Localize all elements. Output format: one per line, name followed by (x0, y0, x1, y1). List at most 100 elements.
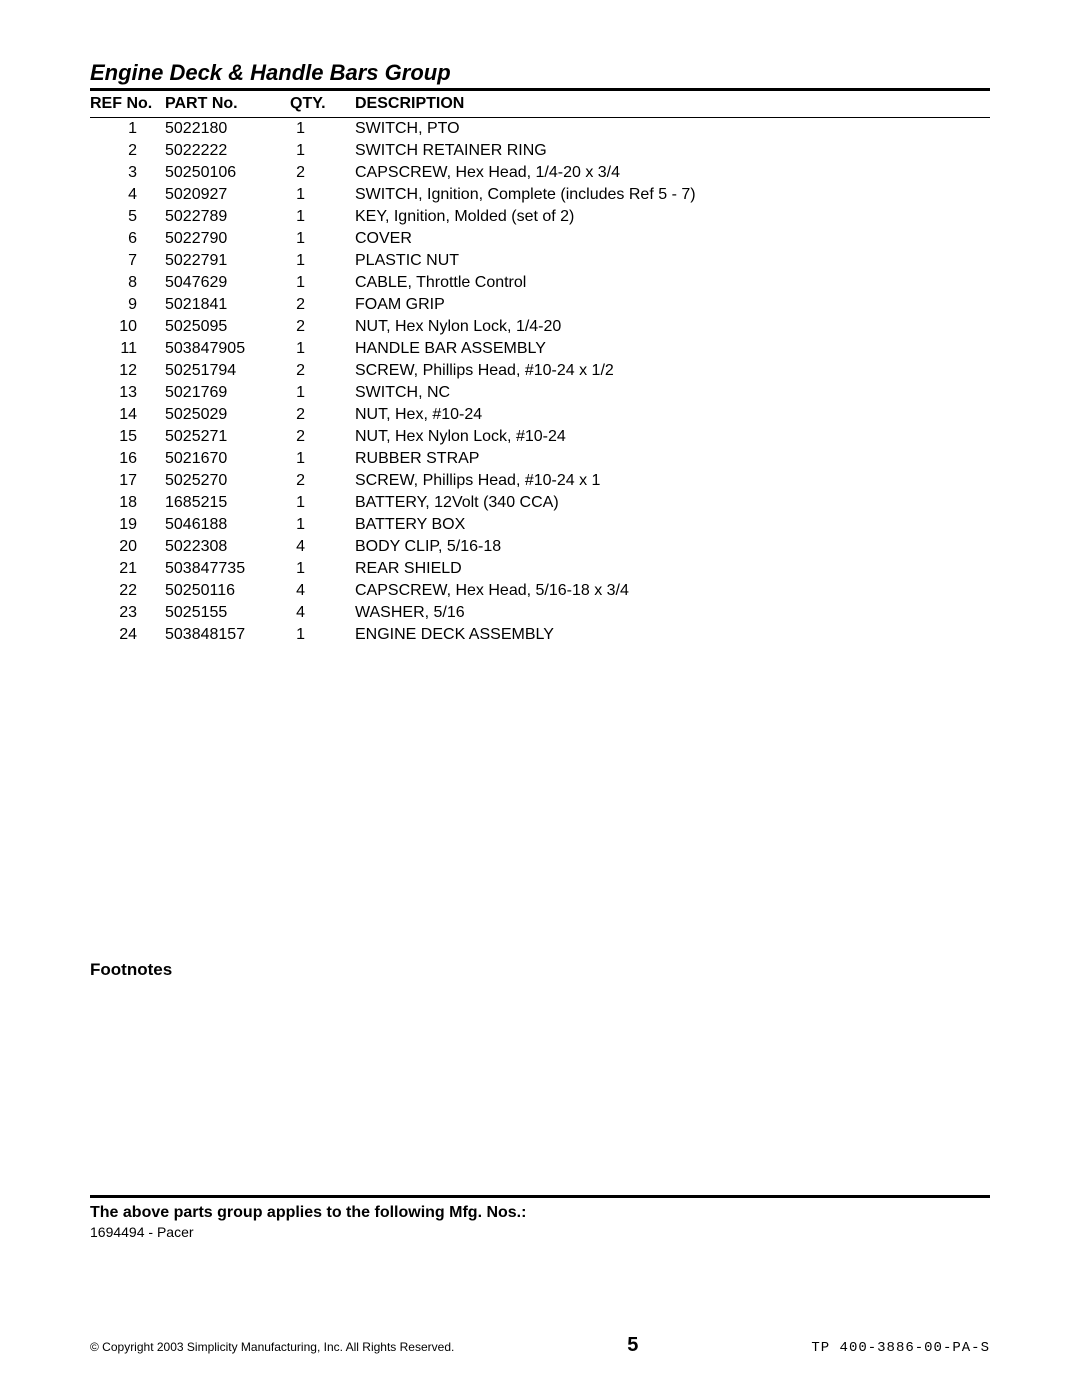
cell-qty: 1 (290, 140, 355, 162)
cell-part: 5025029 (165, 404, 290, 426)
cell-part: 1685215 (165, 492, 290, 514)
cell-qty: 1 (290, 448, 355, 470)
cell-ref: 4 (90, 184, 165, 206)
cell-qty: 1 (290, 272, 355, 294)
cell-qty: 2 (290, 316, 355, 338)
cell-desc: COVER (355, 228, 990, 250)
cell-desc: NUT, Hex Nylon Lock, #10-24 (355, 426, 990, 448)
cell-part: 503848157 (165, 624, 290, 646)
cell-qty: 2 (290, 470, 355, 492)
footnotes-heading: Footnotes (90, 960, 172, 980)
cell-desc: CABLE, Throttle Control (355, 272, 990, 294)
table-row: 22502501164CAPSCREW, Hex Head, 5/16-18 x… (90, 580, 990, 602)
table-row: 1950461881BATTERY BOX (90, 514, 990, 536)
table-row: 2350251554WASHER, 5/16 (90, 602, 990, 624)
cell-ref: 22 (90, 580, 165, 602)
cell-ref: 1 (90, 118, 165, 141)
cell-ref: 19 (90, 514, 165, 536)
col-header-qty: QTY. (290, 91, 355, 118)
cell-ref: 8 (90, 272, 165, 294)
table-row: 1350217691SWITCH, NC (90, 382, 990, 404)
table-row: 2050223084BODY CLIP, 5/16-18 (90, 536, 990, 558)
cell-part: 5046188 (165, 514, 290, 536)
cell-part: 503847735 (165, 558, 290, 580)
cell-desc: CAPSCREW, Hex Head, 5/16-18 x 3/4 (355, 580, 990, 602)
col-header-desc: DESCRIPTION (355, 91, 990, 118)
table-row: 850476291CABLE, Throttle Control (90, 272, 990, 294)
table-row: 650227901COVER (90, 228, 990, 250)
cell-qty: 1 (290, 514, 355, 536)
cell-ref: 3 (90, 162, 165, 184)
table-row: 150221801SWITCH, PTO (90, 118, 990, 141)
table-row: 1550252712NUT, Hex Nylon Lock, #10-24 (90, 426, 990, 448)
cell-desc: NUT, Hex Nylon Lock, 1/4-20 (355, 316, 990, 338)
applies-label: The above parts group applies to the fol… (90, 1204, 990, 1222)
cell-part: 50250116 (165, 580, 290, 602)
cell-desc: NUT, Hex, #10-24 (355, 404, 990, 426)
cell-desc: PLASTIC NUT (355, 250, 990, 272)
cell-ref: 11 (90, 338, 165, 360)
cell-part: 5021841 (165, 294, 290, 316)
cell-ref: 12 (90, 360, 165, 382)
cell-desc: SCREW, Phillips Head, #10-24 x 1/2 (355, 360, 990, 382)
cell-qty: 2 (290, 360, 355, 382)
cell-desc: RUBBER STRAP (355, 448, 990, 470)
table-row: 1750252702SCREW, Phillips Head, #10-24 x… (90, 470, 990, 492)
parts-table: REF No. PART No. QTY. DESCRIPTION 150221… (90, 91, 990, 646)
cell-ref: 15 (90, 426, 165, 448)
table-row: 3502501062CAPSCREW, Hex Head, 1/4-20 x 3… (90, 162, 990, 184)
cell-desc: SWITCH RETAINER RING (355, 140, 990, 162)
table-row: 245038481571ENGINE DECK ASSEMBLY (90, 624, 990, 646)
footer-page-number: 5 (627, 1334, 638, 1357)
cell-desc: SWITCH, PTO (355, 118, 990, 141)
table-row: 950218412FOAM GRIP (90, 294, 990, 316)
cell-qty: 4 (290, 580, 355, 602)
cell-part: 5025271 (165, 426, 290, 448)
cell-ref: 9 (90, 294, 165, 316)
cell-part: 5025270 (165, 470, 290, 492)
table-row: 750227911PLASTIC NUT (90, 250, 990, 272)
cell-ref: 5 (90, 206, 165, 228)
applies-block: The above parts group applies to the fol… (90, 1195, 990, 1240)
table-row: 115038479051HANDLE BAR ASSEMBLY (90, 338, 990, 360)
cell-ref: 10 (90, 316, 165, 338)
table-row: 1450250292NUT, Hex, #10-24 (90, 404, 990, 426)
cell-part: 5022222 (165, 140, 290, 162)
cell-part: 5022791 (165, 250, 290, 272)
col-header-part: PART No. (165, 91, 290, 118)
cell-qty: 1 (290, 228, 355, 250)
cell-desc: BATTERY, 12Volt (340 CCA) (355, 492, 990, 514)
cell-ref: 23 (90, 602, 165, 624)
cell-desc: WASHER, 5/16 (355, 602, 990, 624)
group-title: Engine Deck & Handle Bars Group (90, 60, 990, 86)
footer-doc-id: TP 400-3886-00-PA-S (811, 1340, 990, 1356)
cell-part: 5021769 (165, 382, 290, 404)
page-footer: © Copyright 2003 Simplicity Manufacturin… (90, 1334, 990, 1357)
col-header-ref: REF No. (90, 91, 165, 118)
cell-ref: 20 (90, 536, 165, 558)
cell-ref: 18 (90, 492, 165, 514)
cell-ref: 6 (90, 228, 165, 250)
cell-qty: 2 (290, 162, 355, 184)
cell-ref: 16 (90, 448, 165, 470)
cell-ref: 21 (90, 558, 165, 580)
cell-qty: 1 (290, 118, 355, 141)
cell-part: 50250106 (165, 162, 290, 184)
cell-desc: SWITCH, NC (355, 382, 990, 404)
cell-desc: SWITCH, Ignition, Complete (includes Ref… (355, 184, 990, 206)
cell-desc: KEY, Ignition, Molded (set of 2) (355, 206, 990, 228)
cell-part: 5022789 (165, 206, 290, 228)
cell-part: 5022180 (165, 118, 290, 141)
cell-part: 503847905 (165, 338, 290, 360)
table-row: 1816852151BATTERY, 12Volt (340 CCA) (90, 492, 990, 514)
table-header-row: REF No. PART No. QTY. DESCRIPTION (90, 91, 990, 118)
cell-qty: 1 (290, 558, 355, 580)
cell-desc: ENGINE DECK ASSEMBLY (355, 624, 990, 646)
cell-qty: 1 (290, 624, 355, 646)
cell-desc: FOAM GRIP (355, 294, 990, 316)
cell-part: 5025155 (165, 602, 290, 624)
cell-qty: 1 (290, 492, 355, 514)
table-row: 250222221SWITCH RETAINER RING (90, 140, 990, 162)
table-row: 1650216701RUBBER STRAP (90, 448, 990, 470)
applies-item: 1694494 - Pacer (90, 1224, 990, 1240)
